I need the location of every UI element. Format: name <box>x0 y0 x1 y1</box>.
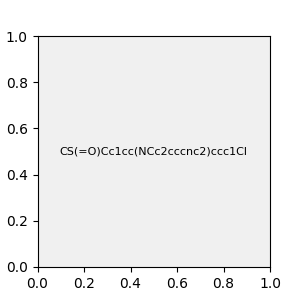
Text: CS(=O)Cc1cc(NCc2cccnc2)ccc1Cl: CS(=O)Cc1cc(NCc2cccnc2)ccc1Cl <box>60 146 248 157</box>
